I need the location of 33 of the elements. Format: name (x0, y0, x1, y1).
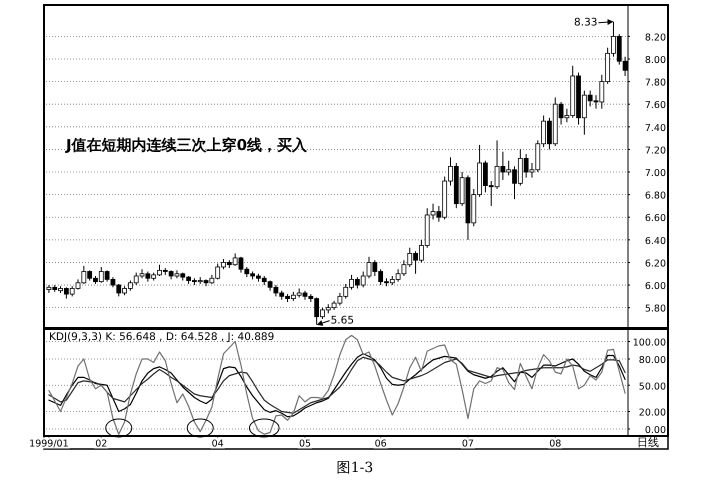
annotation: 8.33 (574, 16, 598, 29)
annotation: J值在短期内连续三次上穿0线，买入 (65, 136, 308, 154)
y-tick-label: 50.00 (638, 381, 666, 392)
arrow-label: 8.33 (574, 16, 614, 29)
x-tick-label: 04 (212, 438, 224, 450)
y-tick-label: 6.60 (644, 213, 666, 224)
y-tick-label: 7.20 (644, 145, 666, 156)
y-tick-label: 0.00 (644, 425, 666, 436)
x-tick-label: 06 (374, 438, 387, 450)
caption: 图1-3 (336, 460, 374, 476)
y-tick-label: 6.80 (644, 190, 666, 202)
annotation: 5.65 (330, 314, 354, 327)
y-tick-label: 6.40 (644, 236, 666, 247)
x-tick-label: 08 (549, 438, 562, 450)
y-tick-label: 6.20 (644, 258, 666, 270)
y-tick-label: 8.20 (644, 32, 666, 44)
x-tick-label: 05 (298, 438, 312, 450)
x-tick-label: 02 (95, 438, 108, 450)
y-tick-label: 7.40 (644, 122, 666, 134)
chart-title: KDJ(9,3,3) K: 56.648 , D: 64.528 , J: 40.889 (49, 331, 274, 343)
y-tick-label: 100.00 (632, 338, 666, 348)
y-tick-label: 80.00 (638, 355, 666, 366)
arrow-label: 5.65 (316, 314, 354, 327)
text: 日线 (637, 436, 659, 449)
y-tick-label: 8.00 (644, 54, 666, 66)
y-tick-label: 5.80 (644, 304, 666, 315)
x-tick-label: 1999/01 (29, 438, 69, 450)
y-tick-label: 7.60 (644, 100, 666, 112)
y-tick-label: 20.00 (638, 408, 666, 418)
y-tick-label: 6.00 (644, 281, 666, 292)
x-tick-label: 07 (462, 438, 474, 450)
y-tick-label: 7.00 (644, 168, 666, 180)
y-tick-label: 7.80 (644, 78, 666, 89)
